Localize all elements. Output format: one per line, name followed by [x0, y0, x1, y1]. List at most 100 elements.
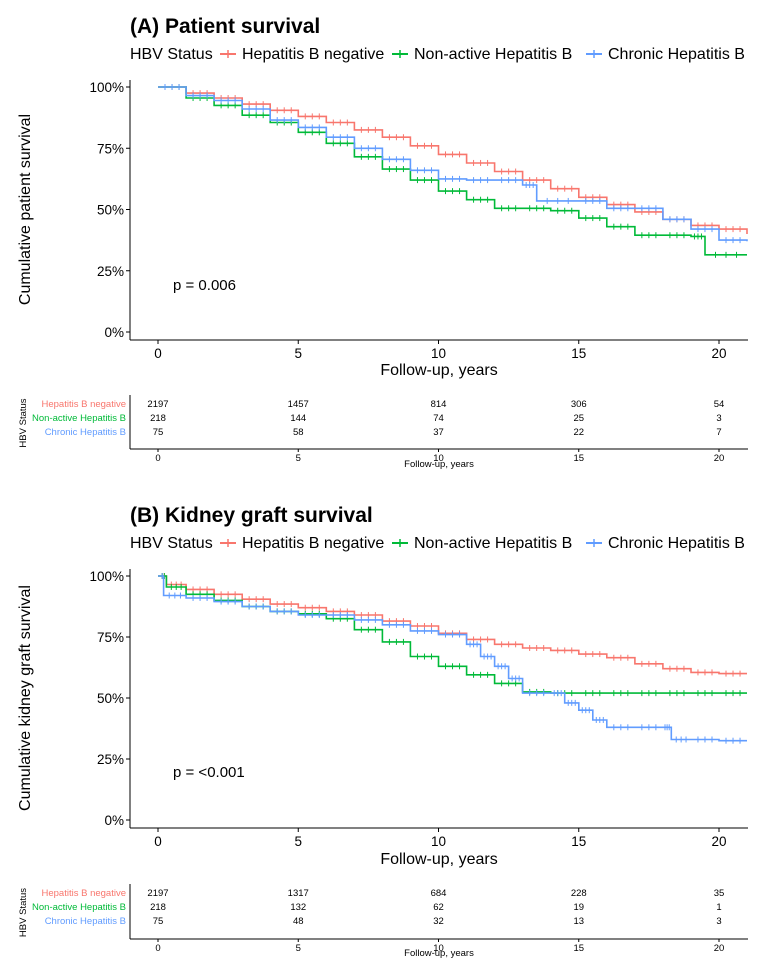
legend-label: Chronic Hepatitis B	[608, 46, 745, 63]
risk-count: 1317	[288, 888, 309, 899]
series-hepatitis-b-negative	[158, 84, 748, 234]
risk-count: 25	[573, 413, 584, 424]
y-tick-label: 100%	[89, 80, 124, 95]
series-line	[158, 575, 747, 675]
x-tick-label: 10	[431, 834, 446, 849]
x-axis-label: Follow-up, years	[380, 851, 497, 868]
risk-count: 2197	[147, 888, 168, 899]
risk-y-label: HBV Status	[18, 398, 29, 447]
y-tick-label: 50%	[97, 691, 124, 706]
x-tick-label: 15	[571, 346, 586, 361]
risk-count: 306	[571, 399, 587, 410]
risk-row-label: Non-active Hepatitis B	[32, 413, 126, 424]
risk-count: 2197	[147, 399, 168, 410]
risk-table: Hepatitis B negative 2197 1457 814 306 54 Non-…	[18, 395, 748, 470]
y-tick-label: 75%	[97, 630, 124, 645]
x-tick-label: 10	[431, 346, 446, 361]
risk-count: 814	[431, 399, 447, 410]
series-line	[158, 86, 747, 256]
legend-item: Chronic Hepatitis B	[586, 46, 745, 63]
risk-row-label: Hepatitis B negative	[42, 399, 127, 410]
legend-item: Non-active Hepatitis B	[392, 46, 572, 63]
risk-count: 132	[290, 902, 306, 913]
x-tick-label: 20	[711, 834, 726, 849]
y-tick-label: 25%	[97, 264, 124, 279]
legend-label: Chronic Hepatitis B	[608, 535, 745, 552]
series-line	[158, 86, 748, 242]
y-tick-label: 75%	[97, 141, 124, 156]
p-value: p = <0.001	[173, 764, 245, 781]
risk-count: 19	[573, 902, 584, 913]
y-tick-label: 50%	[97, 203, 124, 218]
risk-x-tick-label: 15	[573, 453, 584, 464]
legend-title: HBV Status	[130, 535, 213, 552]
risk-x-tick-label: 10	[433, 453, 444, 464]
risk-row-label: Chronic Hepatitis B	[45, 916, 126, 927]
legend-title: HBV Status	[130, 46, 213, 63]
risk-count: 75	[153, 916, 164, 927]
y-axis-label: Cumulative kidney graft survival	[17, 585, 34, 811]
y-tick-label: 25%	[97, 752, 124, 767]
risk-count: 3	[716, 413, 721, 424]
risk-count: 58	[293, 427, 304, 438]
legend: HBV Status Hepatitis B negative Non-active…	[130, 46, 745, 63]
risk-x-tick-label: 5	[296, 943, 301, 954]
risk-count: 54	[714, 399, 725, 410]
risk-count: 35	[714, 888, 725, 899]
risk-count: 7	[716, 427, 721, 438]
risk-x-tick-label: 0	[155, 943, 160, 954]
risk-x-tick-label: 5	[296, 453, 301, 464]
risk-x-tick-label: 20	[714, 943, 725, 954]
risk-count: 3	[716, 916, 721, 927]
risk-count: 684	[431, 888, 447, 899]
risk-x-tick-label: 15	[573, 943, 584, 954]
y-tick-label: 100%	[89, 569, 124, 584]
chart-title: (B) Kidney graft survival	[130, 504, 373, 527]
risk-count: 218	[150, 413, 166, 424]
y-tick-label: 0%	[104, 813, 124, 828]
risk-x-tick-label: 20	[714, 453, 725, 464]
legend-label: Non-active Hepatitis B	[414, 46, 572, 63]
legend-item: Hepatitis B negative	[220, 46, 384, 63]
x-tick-label: 0	[154, 346, 162, 361]
risk-count: 48	[293, 916, 304, 927]
legend-label: Non-active Hepatitis B	[414, 535, 572, 552]
y-tick-label: 0%	[104, 325, 124, 340]
panel-graft-survival: (B) Kidney graft survival HBV Status Hepat…	[17, 504, 748, 959]
risk-x-label: Follow-up, years	[404, 459, 474, 470]
risk-y-label: HBV Status	[18, 888, 29, 937]
risk-count: 218	[150, 902, 166, 913]
risk-count: 144	[290, 413, 306, 424]
risk-count: 74	[433, 413, 444, 424]
risk-count: 37	[433, 427, 444, 438]
y-axis-label: Cumulative patient survival	[17, 114, 34, 305]
series-non-active-hepatitis-b	[158, 84, 747, 258]
chart-title: (A) Patient survival	[130, 15, 320, 38]
risk-count: 62	[433, 902, 444, 913]
x-tick-label: 20	[711, 346, 726, 361]
risk-table: Hepatitis B negative 2197 1317 684 228 35Non-…	[18, 884, 748, 959]
risk-row-label: Chronic Hepatitis B	[45, 427, 126, 438]
x-tick-label: 0	[154, 834, 162, 849]
p-value: p = 0.006	[173, 277, 236, 294]
risk-count: 22	[573, 427, 584, 438]
x-tick-label: 15	[571, 834, 586, 849]
risk-row-label: Non-active Hepatitis B	[32, 902, 126, 913]
risk-x-tick-label: 0	[155, 453, 160, 464]
risk-x-label: Follow-up, years	[404, 948, 474, 959]
risk-count: 75	[153, 427, 164, 438]
risk-count: 1	[716, 902, 721, 913]
x-tick-label: 5	[294, 346, 302, 361]
risk-count: 1457	[288, 399, 309, 410]
risk-count: 13	[573, 916, 584, 927]
series-line	[158, 575, 747, 742]
legend-label: Hepatitis B negative	[242, 46, 384, 63]
legend-item: Non-active Hepatitis B	[392, 535, 572, 552]
legend-item: Hepatitis B negative	[220, 535, 384, 552]
series-chronic-hepatitis-b	[158, 573, 747, 744]
legend-item: Chronic Hepatitis B	[586, 535, 745, 552]
x-tick-label: 5	[294, 834, 302, 849]
legend: HBV Status Hepatitis B negative Non-active…	[130, 535, 745, 552]
